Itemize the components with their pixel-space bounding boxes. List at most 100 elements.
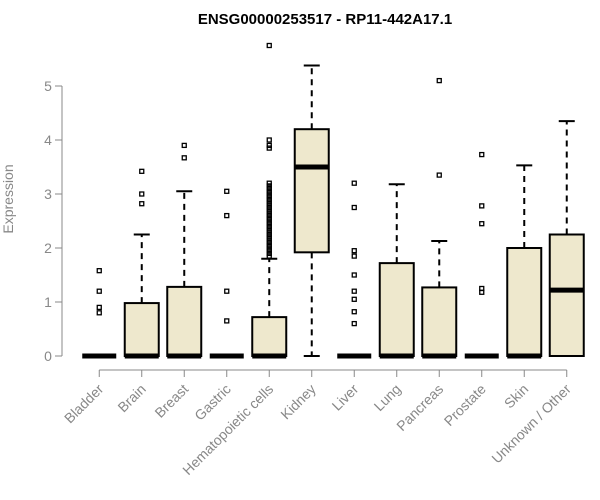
outlier-point (266, 218, 272, 224)
outlier-point (266, 250, 272, 257)
y-tick-label: 5 (44, 78, 52, 94)
outlier-point (351, 180, 357, 186)
y-tick-label: 3 (44, 186, 52, 202)
x-tick-label: Breast (151, 381, 191, 421)
x-tick-label: Brain (114, 381, 148, 415)
iqr-box (251, 316, 288, 357)
outlier-point (266, 202, 272, 208)
x-tick-label: Lung (371, 381, 404, 414)
x-tick-label: Prostate (441, 381, 489, 429)
box-group (464, 151, 499, 359)
outlier-point (266, 234, 272, 240)
outlier-point (266, 183, 272, 189)
box-group (378, 183, 415, 359)
outlier-point (266, 188, 272, 194)
outlier-point (266, 145, 272, 151)
box-group (123, 168, 160, 359)
y-tick-label: 1 (44, 294, 52, 310)
x-tick-label: Bladder (61, 381, 107, 427)
outlier-point (479, 285, 485, 292)
outlier-point (266, 215, 272, 221)
outlier-point (351, 204, 357, 211)
outlier-point (266, 194, 272, 200)
outlier-point (96, 304, 102, 311)
outlier-point (266, 199, 272, 205)
outlier-point (266, 226, 272, 232)
x-tick-label: Skin (501, 381, 532, 412)
x-tick-label: Pancreas (393, 381, 446, 434)
outlier-point (436, 172, 442, 178)
outlier-point (224, 288, 230, 294)
outlier-point (96, 268, 102, 274)
y-tick-label: 4 (44, 132, 52, 148)
outlier-point (266, 185, 272, 192)
outlier-point (351, 288, 357, 294)
plot-area (82, 42, 585, 359)
outlier-point (266, 210, 272, 216)
x-tick-label: Kidney (277, 381, 319, 423)
outlier-point (224, 212, 230, 219)
outlier-point (479, 151, 485, 158)
outlier-point (266, 253, 272, 259)
box-group (421, 77, 458, 359)
outlier-point (479, 221, 485, 227)
y-axis-title: Expression (0, 164, 16, 233)
outlier-point (266, 242, 272, 248)
outlier-point (266, 248, 272, 254)
box-group (506, 164, 543, 359)
outlier-point (266, 196, 272, 203)
outlier-point (224, 188, 230, 194)
box-group (209, 188, 244, 359)
iqr-box (421, 286, 458, 358)
outlier-point (266, 239, 272, 246)
outlier-point (181, 142, 187, 149)
outlier-point (351, 272, 357, 278)
outlier-point (351, 296, 357, 302)
outlier-point (96, 310, 102, 316)
chart-title: ENSG00000253517 - RP11-442A17.1 (198, 11, 452, 28)
outlier-point (266, 207, 272, 213)
y-tick-label: 0 (44, 348, 52, 364)
outlier-point (351, 320, 357, 327)
outlier-point (479, 203, 485, 209)
box-group (82, 268, 117, 359)
box-group (166, 142, 203, 359)
outlier-point (139, 201, 145, 207)
iqr-box (378, 262, 415, 357)
box-group (251, 42, 288, 359)
outlier-point (266, 237, 272, 243)
box-group (293, 64, 330, 357)
outlier-point (266, 229, 272, 235)
y-tick-label: 2 (44, 240, 52, 256)
box-group (337, 180, 372, 359)
outlier-point (351, 248, 357, 254)
outlier-point (351, 309, 357, 315)
x-tick-label: Liver (329, 381, 362, 414)
box-group (548, 120, 585, 357)
iqr-box (166, 285, 203, 358)
outlier-point (266, 212, 272, 219)
outlier-point (266, 221, 272, 227)
outlier-point (139, 168, 145, 174)
outlier-point (266, 42, 272, 49)
outlier-point (266, 142, 272, 149)
outlier-point (266, 180, 272, 186)
outlier-point (266, 223, 272, 230)
x-tick-label: Unknown / Other (488, 381, 574, 467)
outlier-point (436, 77, 442, 84)
y-axis: 0 1 2 3 4 5 (44, 78, 63, 364)
iqr-box (548, 233, 585, 357)
outlier-point (266, 137, 272, 143)
outlier-point (96, 288, 102, 294)
iqr-box (506, 247, 543, 357)
outlier-point (181, 155, 187, 161)
outlier-point (351, 253, 357, 259)
iqr-box (293, 128, 330, 254)
outlier-point (266, 245, 272, 251)
outlier-point (266, 191, 272, 197)
outlier-point (224, 318, 230, 324)
outlier-point (139, 191, 145, 197)
outlier-point (266, 204, 272, 211)
